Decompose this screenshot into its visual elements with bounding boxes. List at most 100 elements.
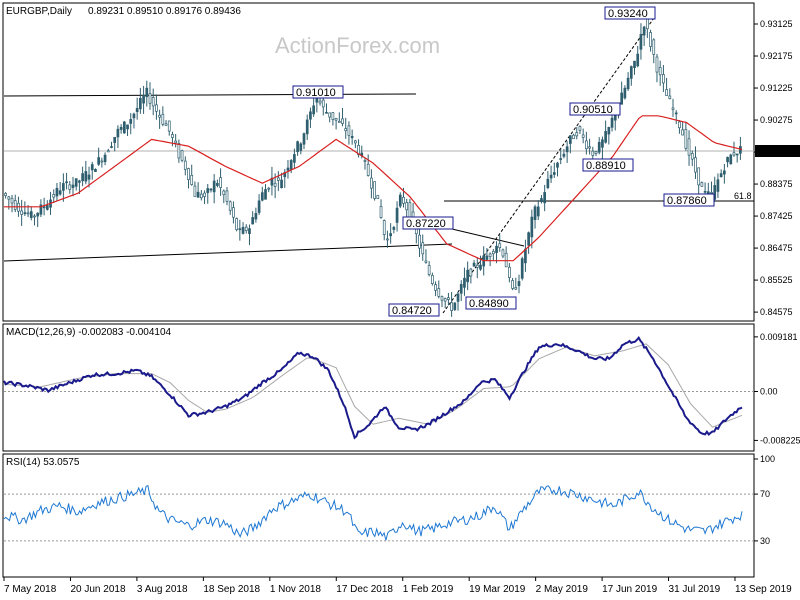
candle-body <box>511 280 514 289</box>
price-layer: 0.93240 0.91010 0.90510 0.88910 0.87860 0.872… <box>3 6 754 317</box>
falling-trend-line <box>451 228 525 247</box>
price-axis-label: 0.93125 <box>760 19 793 29</box>
candle-body <box>337 121 341 123</box>
candle-body <box>665 89 668 96</box>
candle-body <box>524 248 527 264</box>
candle-body <box>113 136 117 143</box>
candle-body <box>65 181 68 184</box>
candle-body <box>610 117 614 128</box>
candle-body <box>251 217 255 225</box>
macd-axis-label: 0.00 <box>760 386 778 396</box>
candle-body <box>276 177 280 181</box>
candle-body <box>575 132 579 137</box>
candle-body <box>434 284 437 291</box>
candle-body <box>331 112 335 120</box>
x-axis-label: 3 Aug 2018 <box>137 584 188 595</box>
candle-body <box>305 119 309 135</box>
rsi-panel <box>2 453 755 578</box>
candle-body <box>642 26 646 36</box>
candle-body <box>533 206 537 221</box>
candle-body <box>469 268 473 277</box>
candle-body <box>180 150 184 161</box>
candle-body <box>312 105 315 115</box>
rsi-title: RSI(14) 53.0575 <box>6 457 80 468</box>
candle-body <box>697 167 701 186</box>
price-axis-label: 0.88375 <box>760 179 793 189</box>
candle-body <box>456 293 460 302</box>
price-axis-label: 0.87425 <box>760 211 793 221</box>
candle-body <box>681 129 684 136</box>
candle-body <box>520 258 524 279</box>
candle-body <box>565 146 569 153</box>
candle-body <box>164 123 168 126</box>
candle-body <box>559 158 563 160</box>
candle-body <box>7 196 11 200</box>
candle-body <box>344 128 348 132</box>
macd-panel <box>2 323 755 452</box>
candle-body <box>398 194 402 207</box>
candle-body <box>299 143 303 151</box>
level-box: 0.91010 <box>292 85 344 99</box>
candle-body <box>273 182 277 187</box>
candle-body <box>129 119 133 124</box>
candle-body <box>540 198 543 203</box>
candle-body <box>26 212 30 215</box>
candle-body <box>498 243 502 249</box>
candle-body <box>216 183 219 186</box>
x-axis-label: 31 Jul 2019 <box>669 584 721 595</box>
candle-body <box>472 262 476 267</box>
rising-channel-line <box>442 17 655 314</box>
candle-body <box>623 87 627 99</box>
fib-label: 61.8 <box>734 191 752 201</box>
chart-title: EURGBP,Daily <box>6 6 72 17</box>
candle-body <box>495 245 498 253</box>
rsi-axis-label: 30 <box>760 536 770 546</box>
x-axis-label: 20 Jun 2018 <box>70 584 125 595</box>
level-box: 0.84720 <box>388 303 440 317</box>
candle-body <box>103 154 107 163</box>
candle-body <box>594 151 598 154</box>
x-axis-label: 1 Nov 2018 <box>270 584 322 595</box>
candle-body <box>55 187 59 197</box>
candle-body <box>254 213 258 220</box>
level-box-frame <box>663 193 715 207</box>
resistance-line <box>3 93 417 97</box>
price-panel <box>2 2 755 322</box>
candle-body <box>581 134 585 138</box>
candle-body <box>418 234 421 249</box>
level-box: 0.87220 <box>402 216 454 230</box>
candle-body <box>463 277 466 288</box>
candle-body <box>325 111 328 114</box>
candle-body <box>597 142 601 153</box>
moving-average-line <box>4 115 743 262</box>
price-axis-label: 0.86475 <box>760 243 793 253</box>
candle-body <box>199 193 203 199</box>
candle-body <box>735 153 739 156</box>
candle-body <box>119 126 123 130</box>
level-box-frame <box>402 216 454 230</box>
candle-body <box>389 233 392 237</box>
candle-body <box>636 53 640 67</box>
candle-body <box>588 146 591 149</box>
candle-body <box>687 138 691 156</box>
candle-body <box>700 182 704 187</box>
candle-body <box>466 269 470 283</box>
candle-body <box>260 192 264 201</box>
candle-body <box>318 100 322 104</box>
candle-body <box>264 189 267 200</box>
candle-body <box>203 192 206 197</box>
candle-body <box>405 202 409 211</box>
price-axis-label: 0.90275 <box>760 115 793 125</box>
candle-body <box>370 177 373 189</box>
candle-body <box>549 174 553 179</box>
candle-body <box>459 284 463 294</box>
axis-layer: 0.931250.921750.912250.902750.893250.883… <box>3 19 800 595</box>
candle-body <box>116 128 120 138</box>
candle-body <box>694 157 697 173</box>
candle-body <box>585 140 588 150</box>
x-axis-label: 1 Feb 2019 <box>403 584 454 595</box>
candle-body <box>33 215 36 218</box>
level-box: 0.88910 <box>582 158 634 172</box>
x-axis-label: 19 Mar 2019 <box>469 584 526 595</box>
candle-body <box>126 124 129 130</box>
